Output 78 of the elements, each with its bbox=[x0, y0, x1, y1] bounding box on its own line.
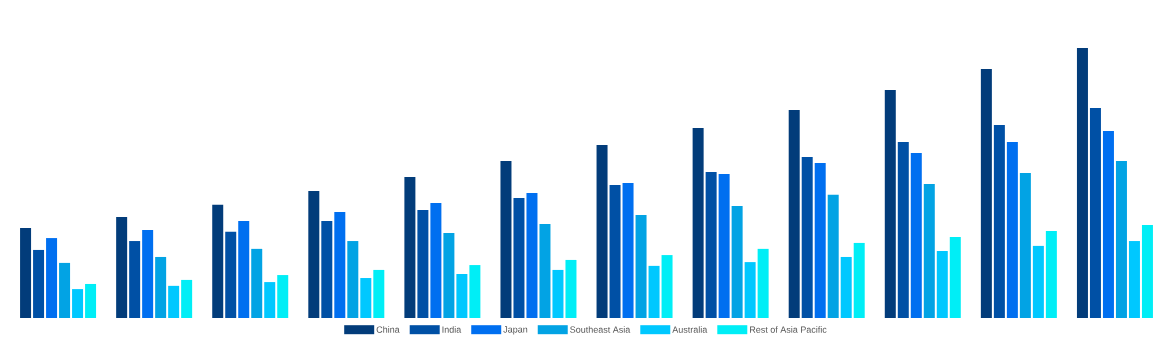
bar bbox=[129, 241, 141, 318]
bar bbox=[884, 90, 896, 318]
legend-label: India bbox=[442, 326, 462, 333]
bar bbox=[181, 279, 193, 318]
bar bbox=[980, 69, 992, 318]
legend-label: Rest of Asia Pacific bbox=[750, 326, 827, 333]
bar bbox=[609, 184, 621, 318]
bar bbox=[238, 221, 250, 318]
bar bbox=[596, 144, 608, 318]
bar bbox=[20, 228, 32, 318]
bar bbox=[212, 204, 224, 318]
bar bbox=[757, 248, 769, 318]
bar bbox=[648, 265, 660, 318]
bar bbox=[744, 262, 756, 318]
bar bbox=[308, 191, 320, 318]
bar bbox=[417, 209, 429, 318]
bar bbox=[552, 269, 564, 318]
bar bbox=[513, 198, 525, 318]
bar bbox=[360, 278, 372, 318]
bar bbox=[1032, 245, 1044, 318]
bar bbox=[949, 236, 961, 318]
bar bbox=[565, 259, 577, 318]
bar bbox=[840, 256, 852, 318]
bar bbox=[59, 262, 71, 318]
bar bbox=[251, 248, 263, 318]
bar bbox=[731, 205, 743, 318]
bar bbox=[622, 182, 634, 318]
bar bbox=[142, 229, 154, 318]
bar bbox=[500, 161, 512, 318]
bar bbox=[85, 283, 97, 318]
bar bbox=[1102, 130, 1114, 318]
bar bbox=[1076, 47, 1088, 318]
bar bbox=[168, 285, 180, 318]
bar bbox=[539, 224, 551, 318]
bar bbox=[827, 194, 839, 318]
bar bbox=[853, 242, 865, 318]
legend-label: China bbox=[376, 326, 400, 333]
bar bbox=[116, 217, 128, 318]
bar bbox=[788, 110, 800, 318]
bar bbox=[430, 202, 442, 318]
bar bbox=[1006, 141, 1018, 318]
legend-label: Japan bbox=[503, 326, 528, 335]
bar bbox=[469, 265, 481, 318]
bar bbox=[1019, 173, 1031, 318]
bar bbox=[1045, 231, 1057, 318]
bar bbox=[897, 141, 909, 318]
legend-label: Australia bbox=[672, 326, 708, 333]
bar bbox=[1128, 241, 1140, 318]
bar bbox=[404, 177, 416, 318]
bar bbox=[526, 192, 538, 318]
bar bbox=[635, 215, 647, 318]
bar bbox=[661, 255, 673, 318]
bar bbox=[277, 275, 289, 318]
bar bbox=[993, 124, 1005, 318]
bar bbox=[1115, 161, 1127, 318]
bar bbox=[936, 251, 948, 318]
bar bbox=[347, 241, 359, 318]
bar bbox=[225, 231, 237, 318]
bar bbox=[321, 221, 333, 318]
bar bbox=[705, 171, 717, 318]
bar bbox=[373, 269, 385, 318]
bar bbox=[443, 232, 455, 318]
bar bbox=[910, 153, 922, 318]
bar bbox=[334, 211, 346, 318]
bar bbox=[155, 256, 167, 318]
bar bbox=[33, 249, 45, 318]
bar bbox=[46, 238, 58, 318]
bar bbox=[1141, 225, 1153, 318]
bar bbox=[814, 163, 826, 318]
bar bbox=[801, 157, 813, 318]
bar bbox=[923, 184, 935, 318]
legend-label: Southeast Asia bbox=[570, 326, 631, 333]
bar bbox=[1089, 107, 1101, 318]
bar bbox=[718, 174, 730, 318]
bar bbox=[264, 282, 276, 318]
bar bbox=[456, 273, 468, 318]
bar bbox=[72, 289, 84, 318]
bar bbox=[692, 127, 704, 318]
